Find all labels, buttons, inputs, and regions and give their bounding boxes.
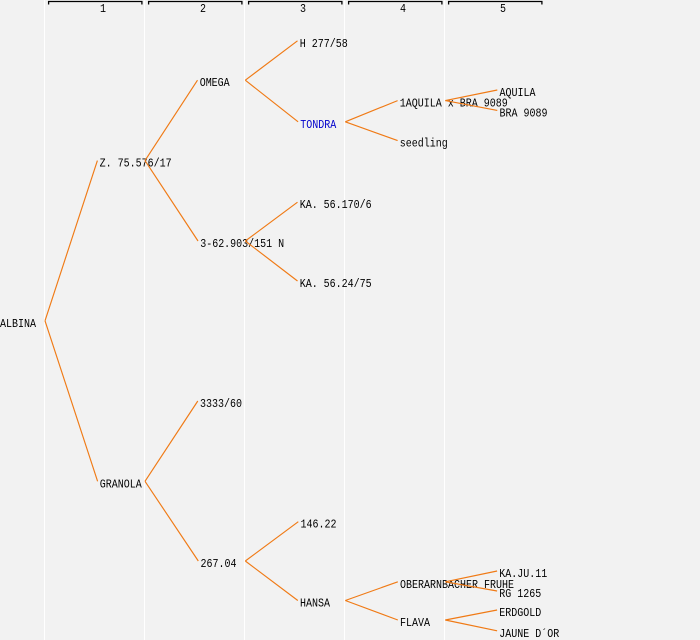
svg-text:267.04: 267.04 bbox=[201, 557, 237, 571]
svg-text:KA.JU.11: KA.JU.11 bbox=[499, 567, 547, 581]
svg-text:KA. 56.24/75: KA. 56.24/75 bbox=[300, 277, 372, 291]
svg-text:seedling: seedling bbox=[400, 137, 448, 151]
svg-text:2: 2 bbox=[200, 2, 206, 16]
svg-text:3-62.903/151 N: 3-62.903/151 N bbox=[200, 237, 284, 251]
svg-text:3: 3 bbox=[300, 2, 306, 16]
svg-text:1: 1 bbox=[100, 2, 106, 16]
svg-text:OBERARNBACHER FRUHE: OBERARNBACHER FRUHE bbox=[400, 578, 514, 592]
svg-text:AQUILA: AQUILA bbox=[500, 86, 537, 100]
svg-text:3333/60: 3333/60 bbox=[200, 397, 242, 411]
svg-text:RG 1265: RG 1265 bbox=[499, 587, 541, 601]
svg-text:HANSA: HANSA bbox=[300, 597, 331, 611]
svg-text:TONDRA: TONDRA bbox=[300, 118, 337, 132]
svg-text:FLAVA: FLAVA bbox=[400, 616, 431, 630]
svg-text:ERDGOLD: ERDGOLD bbox=[499, 606, 541, 620]
svg-text:JAUNE D´OR: JAUNE D´OR bbox=[499, 627, 559, 640]
svg-text:KA. 56.170/6: KA. 56.170/6 bbox=[300, 198, 372, 212]
svg-text:GRANOLA: GRANOLA bbox=[100, 477, 143, 491]
svg-text:4: 4 bbox=[400, 2, 406, 16]
svg-text:BRA 9089: BRA 9089 bbox=[500, 106, 548, 120]
svg-text:H 277/58: H 277/58 bbox=[300, 37, 348, 51]
svg-text:ALBINA: ALBINA bbox=[0, 317, 37, 331]
svg-text:146.22: 146.22 bbox=[301, 518, 337, 532]
svg-text:Z. 75.576/17: Z. 75.576/17 bbox=[100, 157, 172, 171]
svg-text:OMEGA: OMEGA bbox=[200, 76, 231, 90]
svg-text:5: 5 bbox=[500, 2, 506, 16]
